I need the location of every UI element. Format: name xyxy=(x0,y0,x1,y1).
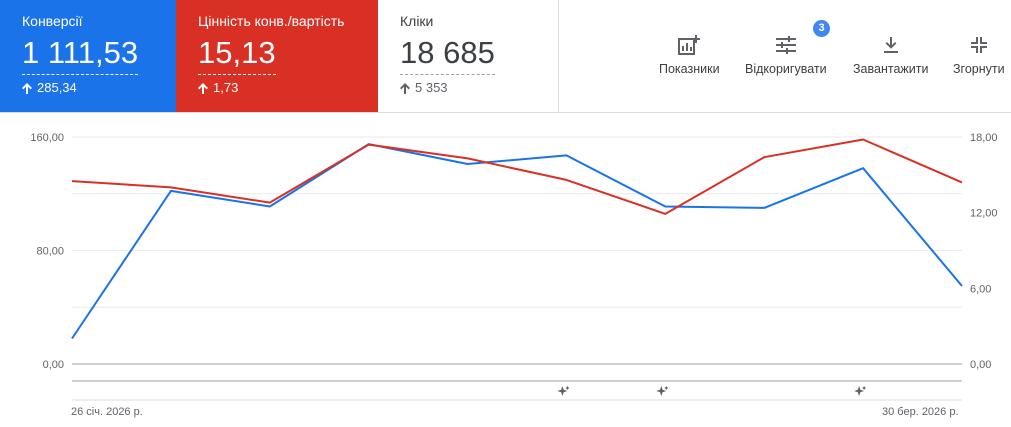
scorecard-delta-value: 5 353 xyxy=(415,80,448,95)
collapse-icon xyxy=(970,37,987,53)
scorecard-label: Кліки xyxy=(400,13,434,29)
scorecard-delta: 5 353 xyxy=(400,80,558,96)
add-chart-icon xyxy=(678,35,701,55)
line-chart: 0,00 80,00 160,00 0,00 6,00 12,00 18,00 xyxy=(30,132,998,401)
scorecard-value: 18 685 xyxy=(400,34,495,75)
right-axis-tick-label: 12,00 xyxy=(970,208,998,220)
scorecard-delta: 1,73 xyxy=(198,80,378,96)
x-axis-end-label: 30 бер. 2026 р. xyxy=(882,406,959,418)
scorecard-value: 15,13 xyxy=(198,34,276,75)
collapse-button[interactable]: Згорнути xyxy=(953,34,1005,76)
annotation-sparkle-icon[interactable] xyxy=(854,386,867,396)
annotation-sparkle-icon[interactable] xyxy=(656,386,669,396)
scorecard-value: 1 111,53 xyxy=(22,34,139,75)
scorecard-conversions[interactable]: Конверсії 1 111,53 285,34 xyxy=(0,0,176,112)
adjust-badge: 3 xyxy=(813,20,830,37)
adjust-button[interactable]: Відкоригувати xyxy=(745,34,827,76)
arrow-up-icon xyxy=(22,82,32,94)
collapse-label: Згорнути xyxy=(953,62,1005,76)
left-axis-tick-label: 80,00 xyxy=(36,246,64,258)
right-axis-tick-label: 0,00 xyxy=(970,359,991,371)
left-axis-tick-label: 0,00 xyxy=(43,359,64,371)
download-label: Завантажити xyxy=(853,62,929,76)
arrow-up-icon xyxy=(198,82,208,94)
scorecard-delta: 285,34 xyxy=(22,80,176,96)
metrics-button[interactable]: Показники xyxy=(659,34,720,76)
arrow-up-icon xyxy=(400,82,410,94)
tune-icon xyxy=(775,36,796,54)
download-icon xyxy=(883,37,898,53)
scorecard-delta-value: 1,73 xyxy=(213,80,239,95)
performance-chart: 0,00 80,00 160,00 0,00 6,00 12,00 18,00 xyxy=(0,113,1011,422)
scorecard-label: Конверсії xyxy=(22,13,83,29)
right-axis-tick-label: 6,00 xyxy=(970,283,991,295)
download-button[interactable]: Завантажити xyxy=(853,34,928,76)
scorecard-delta-value: 285,34 xyxy=(37,80,77,95)
scorecard-clicks[interactable]: Кліки 18 685 5 353 xyxy=(378,0,559,112)
scorecard-label: Цінність конв./вартість xyxy=(198,13,345,29)
left-axis-tick-label: 160,00 xyxy=(30,132,64,144)
adjust-label: Відкоригувати xyxy=(745,62,827,76)
annotation-sparkle-icon[interactable] xyxy=(557,386,570,396)
scorecard-conversion-value-cost[interactable]: Цінність конв./вартість 15,13 1,73 xyxy=(176,0,378,112)
metrics-label: Показники xyxy=(659,62,720,76)
summary-header: Конверсії 1 111,53 285,34 Цінність конв.… xyxy=(0,0,1011,113)
conversion-value-cost-series-line[interactable] xyxy=(71,138,963,215)
conversions-series-line[interactable] xyxy=(71,143,963,340)
right-axis-tick-label: 18,00 xyxy=(970,132,998,144)
x-axis-start-label: 26 січ. 2026 р. xyxy=(71,406,143,418)
